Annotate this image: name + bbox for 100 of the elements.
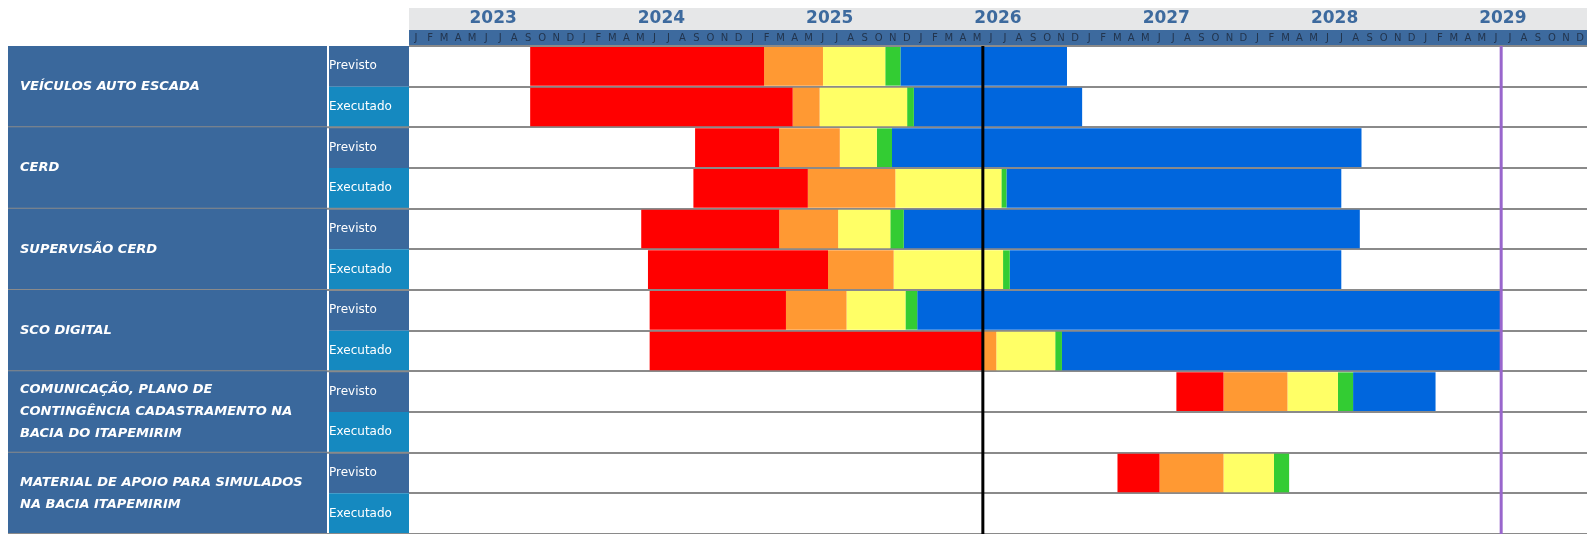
text: J xyxy=(497,31,502,43)
text: S xyxy=(693,31,700,43)
text: M xyxy=(804,31,813,43)
text: J xyxy=(1170,31,1175,43)
text: J xyxy=(1507,31,1512,43)
text: F xyxy=(763,31,770,43)
y-tick-label: Executado xyxy=(329,343,392,358)
text: J xyxy=(918,31,923,43)
text: M xyxy=(608,31,617,43)
text: S xyxy=(1029,31,1037,43)
y-tick-label: Executado xyxy=(329,505,392,520)
text: M xyxy=(467,31,477,43)
text: A xyxy=(510,31,518,43)
text: J xyxy=(1156,31,1161,43)
text: J xyxy=(988,31,993,43)
text: M xyxy=(1449,31,1459,43)
text: A xyxy=(847,31,855,43)
text: COMUNICAÇÃO, PLANO DE CONTINGÊNCIA CADASTRAMENTO NA BACIA DO ITAPEMIRIM xyxy=(20,381,293,441)
text: M xyxy=(1281,31,1290,43)
text: J xyxy=(820,31,825,43)
text: J xyxy=(483,31,488,43)
text: S xyxy=(525,31,532,43)
text: N xyxy=(1225,31,1234,43)
text: A xyxy=(1464,31,1472,43)
x-tick-label: 2026 xyxy=(974,7,1022,28)
text: N xyxy=(1562,31,1570,43)
text: N xyxy=(1057,31,1065,43)
text: J xyxy=(1325,31,1330,43)
y-tick-label: Executado xyxy=(329,99,392,114)
y-tick-label: Executado xyxy=(329,261,392,276)
text: M xyxy=(1309,31,1318,43)
text: S xyxy=(1534,31,1542,43)
text: J xyxy=(1254,31,1259,43)
text: J xyxy=(413,31,418,43)
x-tick-label: 2028 xyxy=(1310,7,1359,28)
text: S xyxy=(1198,31,1205,43)
text: N xyxy=(720,31,729,43)
y-tick-label: Executado xyxy=(329,424,392,439)
text: O xyxy=(1043,31,1052,43)
text: A xyxy=(454,31,462,43)
text: N xyxy=(1393,31,1402,43)
text: M xyxy=(972,31,982,43)
y-tick-label: Previsto xyxy=(329,221,377,236)
text: A xyxy=(622,31,630,43)
text: A xyxy=(1127,31,1135,43)
text: F xyxy=(1100,31,1107,43)
text: F xyxy=(1268,31,1275,43)
text: D xyxy=(1576,31,1585,43)
text: S xyxy=(1366,31,1373,43)
text: J xyxy=(665,31,670,43)
text: D xyxy=(734,31,743,43)
text: F xyxy=(932,31,939,43)
x-tick-label: 2027 xyxy=(1142,7,1190,28)
text: SCO DIGITAL xyxy=(20,322,112,338)
text: O xyxy=(874,31,883,43)
text: J xyxy=(750,31,755,43)
text: A xyxy=(791,31,799,43)
text: N xyxy=(889,31,897,43)
y-tick-label: Previsto xyxy=(329,58,377,73)
text: D xyxy=(1071,31,1080,43)
text: J xyxy=(1493,31,1498,43)
text: A xyxy=(1183,31,1191,43)
text: J xyxy=(651,31,656,43)
x-tick-label: 2025 xyxy=(806,7,854,28)
text: VEÍCULOS AUTO ESCADA xyxy=(20,78,200,94)
text: A xyxy=(679,31,687,43)
text: A xyxy=(1352,31,1360,43)
text: M xyxy=(636,31,645,43)
text: M xyxy=(1112,31,1122,43)
y-tick-label: Previsto xyxy=(329,465,377,480)
x-tick-label: 2023 xyxy=(469,7,517,28)
y-tick-label: Previsto xyxy=(329,383,377,398)
text: O xyxy=(1548,31,1556,43)
text: J xyxy=(1339,31,1344,43)
text: M xyxy=(1140,31,1150,43)
text: M xyxy=(439,31,449,43)
text: D xyxy=(1407,31,1416,43)
text: J xyxy=(1086,31,1091,43)
text: D xyxy=(902,31,911,43)
text: A xyxy=(1296,31,1304,43)
text: J xyxy=(1423,31,1428,43)
y-tick-label: Previsto xyxy=(329,139,377,154)
text: O xyxy=(1211,31,1220,43)
text: D xyxy=(566,31,575,43)
text: N xyxy=(552,31,560,43)
text: CERD xyxy=(20,159,60,175)
text: F xyxy=(1436,31,1443,43)
text: A xyxy=(1520,31,1528,43)
text: J xyxy=(581,31,586,43)
text: M xyxy=(1477,31,1487,43)
y-tick-label: Executado xyxy=(329,180,392,195)
text: S xyxy=(861,31,868,43)
text: M xyxy=(776,31,785,43)
text: O xyxy=(538,31,547,43)
text: F xyxy=(427,31,434,43)
x-tick-label: 2029 xyxy=(1479,7,1527,28)
text: MATERIAL DE APOIO PARA SIMULADOS NA BACIA ITAPEMIRIM xyxy=(20,473,303,511)
x-tick-label: 2024 xyxy=(637,7,686,28)
text: J xyxy=(1002,31,1007,43)
text: O xyxy=(706,31,715,43)
